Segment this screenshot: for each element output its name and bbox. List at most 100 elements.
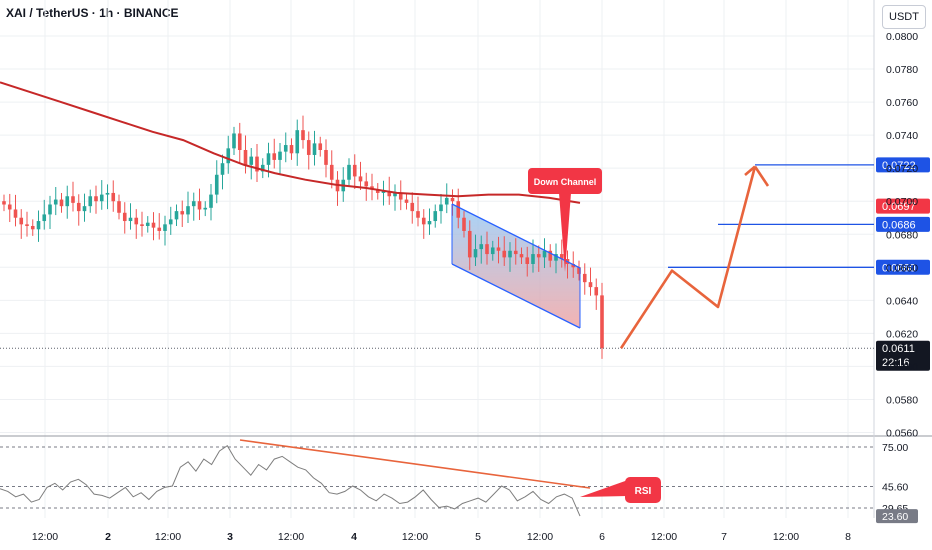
candle-body (249, 156, 254, 165)
ma-line (0, 81, 581, 204)
candle-body (243, 149, 248, 165)
candle-body (450, 197, 455, 202)
candle-body (65, 196, 70, 207)
candle-body (594, 287, 599, 296)
candle-body (134, 217, 139, 225)
x-tick-label: 12:00 (527, 531, 553, 543)
moving-average (0, 81, 581, 204)
x-tick-label: 12:00 (651, 531, 677, 543)
candle-body (232, 133, 236, 149)
price-label: 0.0722 (882, 160, 916, 172)
price-label: 0.0611 (882, 343, 915, 355)
projection-arrow (744, 165, 756, 176)
candle-body (416, 211, 420, 218)
candle-body (347, 164, 351, 180)
candle-body (364, 181, 369, 187)
candle-body (19, 217, 24, 225)
projection (619, 165, 770, 349)
candle-body (88, 196, 93, 207)
candle-body (600, 295, 604, 349)
y-tick-label: 0.0600 (886, 361, 918, 373)
candle-body (209, 194, 213, 208)
candle-body (398, 192, 403, 200)
y-tick-label: 0.0720 (886, 163, 918, 175)
candle-body (295, 130, 300, 154)
price-label-box (876, 157, 930, 173)
candle-body (508, 250, 512, 258)
y-tick-label: 0.0580 (886, 394, 918, 406)
interval-label: 1h (99, 6, 114, 20)
price-levels: 0.0722 0.0697 0.0686 0.0660 0.0611 22:16 (0, 157, 930, 371)
candle-body (214, 174, 219, 195)
y-tick-label: 0.0700 (886, 196, 918, 208)
y-tick-label: 0.0760 (886, 97, 918, 109)
rsi-line (0, 444, 581, 517)
candle-body (433, 211, 438, 222)
candle-body (174, 211, 179, 220)
candle-body (542, 250, 547, 258)
candle-body (444, 197, 449, 205)
currency-badge[interactable]: USDT (882, 5, 926, 29)
candle-body (467, 230, 472, 258)
y-tick-label: 0.0640 (886, 295, 918, 307)
rsi-trendline (239, 439, 591, 489)
channel-fill (452, 204, 580, 328)
projection-arrow (753, 165, 770, 187)
candle-body (25, 224, 29, 226)
price-label-box (876, 259, 930, 275)
candle-body (186, 206, 190, 215)
title-separator: · (88, 6, 100, 20)
candle-body (301, 130, 305, 141)
candle-body (439, 204, 443, 212)
candle-body (105, 192, 110, 195)
candle-body (427, 221, 432, 225)
candle-body (502, 250, 507, 258)
candle-body (117, 201, 121, 213)
candle-body (473, 249, 478, 258)
candle-body (2, 201, 6, 205)
candle-body (381, 191, 386, 193)
y-tick-label: 0.0740 (886, 130, 918, 142)
candle-body (266, 153, 271, 165)
candle-body (76, 202, 81, 212)
x-tick-label: 12:00 (773, 531, 799, 543)
candle-body (36, 221, 41, 230)
candle-body (479, 244, 484, 250)
candle-body (329, 164, 334, 180)
grid (0, 0, 932, 518)
projection-path (619, 166, 757, 349)
candle-body (260, 164, 265, 172)
candle-body (140, 224, 144, 226)
candle-body (513, 250, 518, 255)
candle-body (410, 202, 415, 212)
x-tick-label: 12:00 (402, 531, 428, 543)
candle-body (577, 267, 581, 274)
candle-body (226, 148, 231, 164)
candle-body (421, 217, 426, 225)
price-label: 0.0697 (882, 201, 916, 213)
candle-body (548, 250, 553, 261)
candle-body (393, 192, 397, 197)
y-tick-label: 0.0780 (886, 64, 918, 76)
candle-body (571, 263, 576, 268)
price-label: 0.0660 (882, 262, 916, 274)
channel-upper-line (451, 203, 581, 269)
candle-body (99, 194, 104, 202)
candle-body (42, 214, 47, 222)
candle-body (485, 244, 489, 255)
candle-body (278, 151, 282, 160)
candle-body (128, 217, 133, 222)
candle-body (462, 217, 466, 231)
channel-lower-line (451, 263, 581, 329)
y-tick-label: 0.0800 (886, 31, 918, 43)
exchange-label: BINANCE (123, 6, 179, 20)
x-tick-label: 5 (475, 531, 481, 543)
x-tick-label: 6 (599, 531, 605, 543)
candle-body (531, 254, 535, 264)
candle-body (559, 254, 564, 260)
candle-body (496, 247, 501, 251)
price-label-box (876, 340, 930, 371)
x-tick-label: 12:00 (278, 531, 304, 543)
